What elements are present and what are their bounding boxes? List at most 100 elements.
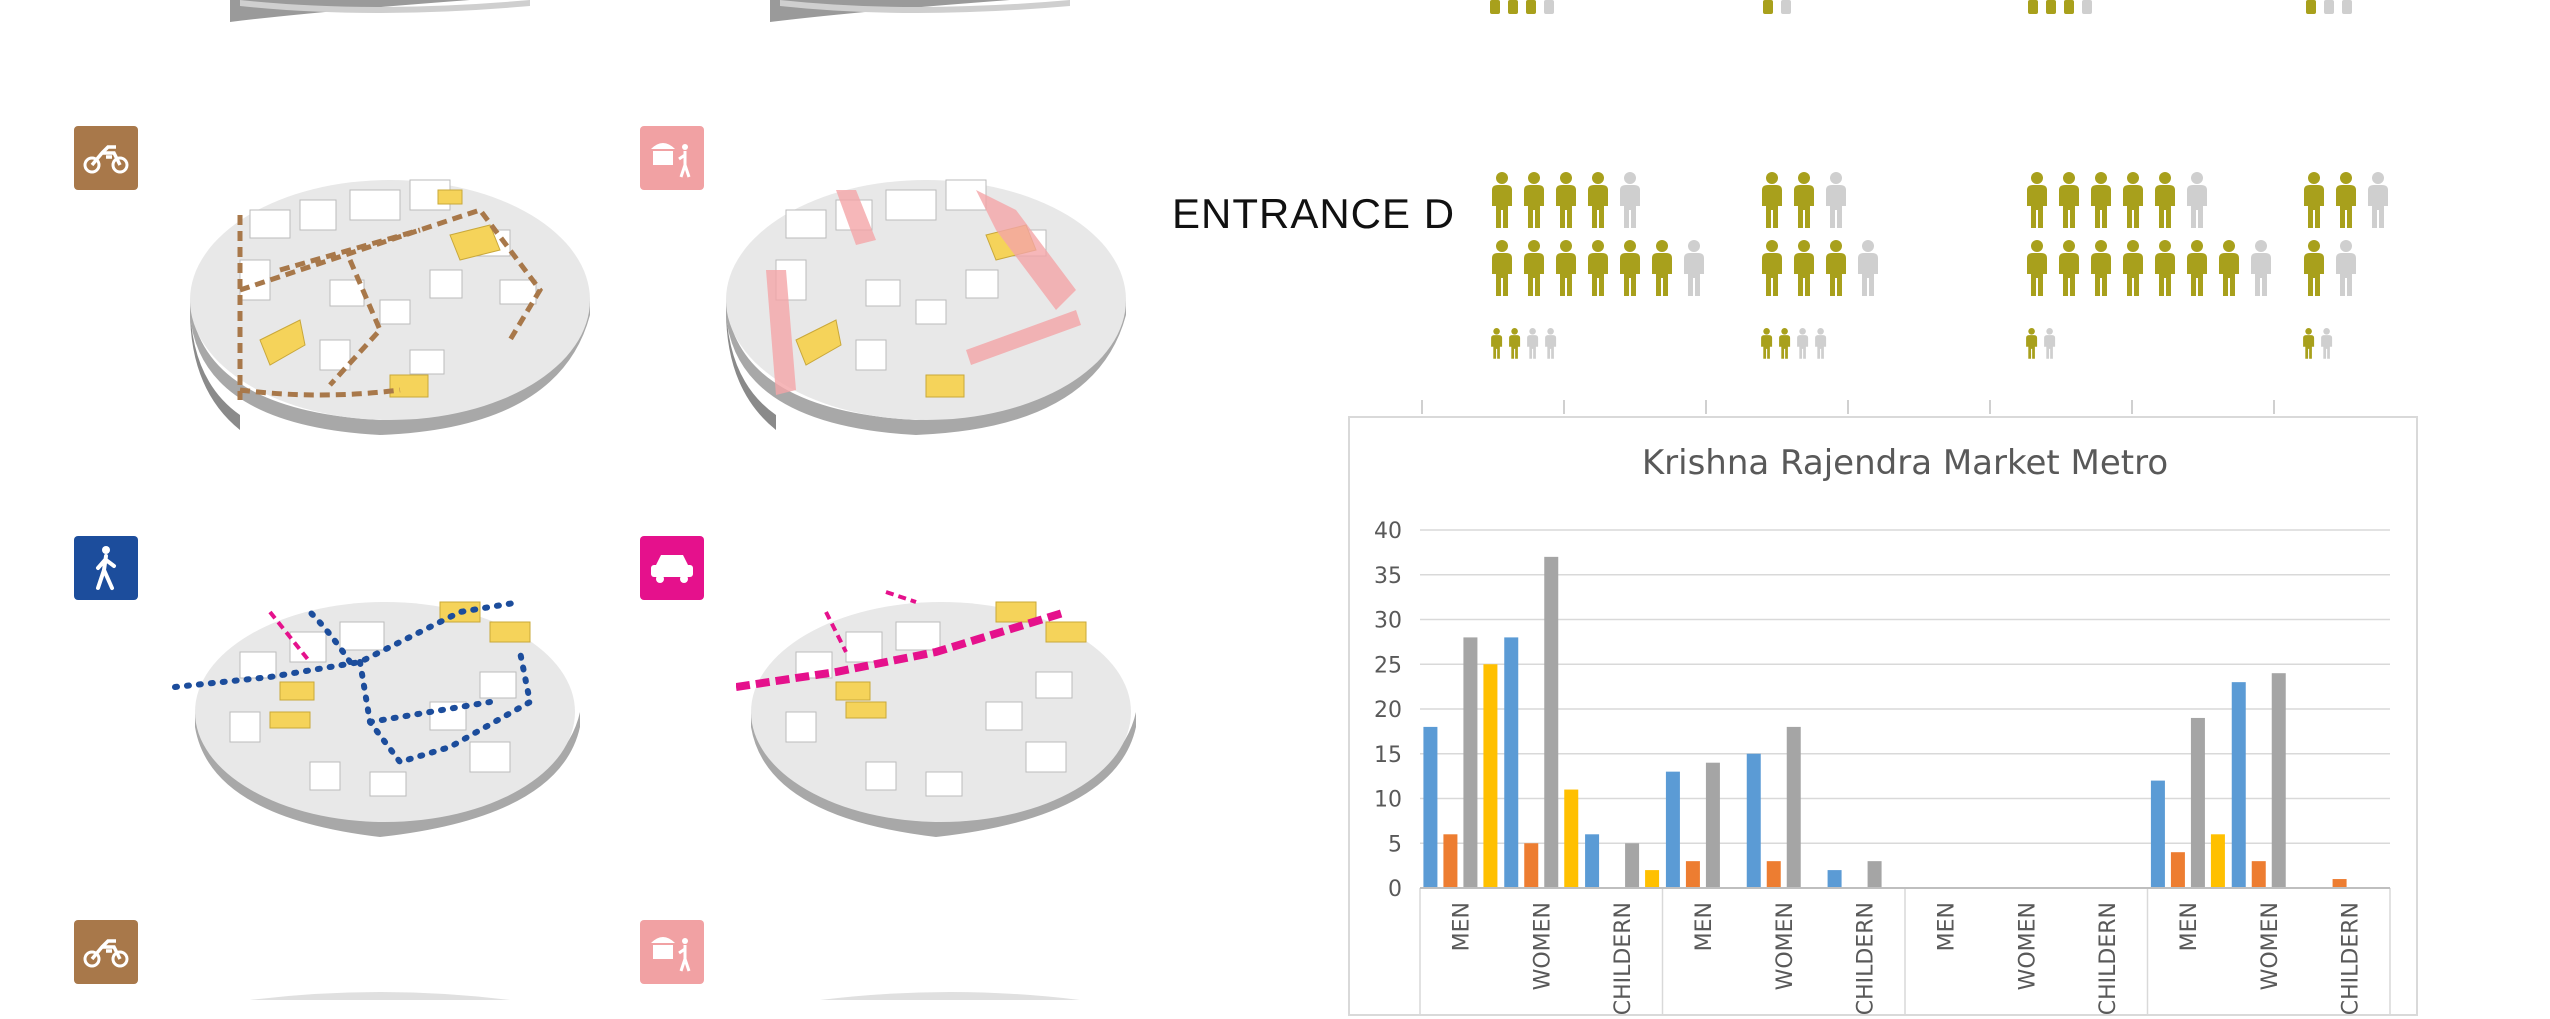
bar	[1685, 861, 1700, 888]
bar	[1504, 637, 1519, 888]
person-icon	[1620, 240, 1640, 296]
street-vendor-icon	[640, 920, 704, 984]
bar	[1645, 870, 1660, 888]
person-icon	[2155, 240, 2175, 296]
bar-chart: Krishna Rajendra Market Metro 0 5 10 15 20 25 3…	[1374, 443, 2391, 1015]
person-icon	[1556, 172, 1576, 228]
bar	[1585, 834, 1600, 888]
person-icon	[1794, 240, 1814, 296]
bar	[1746, 753, 1761, 888]
motorbike-icon	[74, 920, 138, 984]
person-icon	[2303, 328, 2315, 359]
map-car-routes	[736, 590, 1136, 837]
person-icon	[1858, 240, 1878, 296]
x-tick-label: CHILDERN	[1611, 902, 1636, 1014]
map-street-vendors	[726, 179, 1126, 435]
person-icon	[1556, 240, 1576, 296]
person-icon	[2187, 240, 2207, 296]
pedestrian-icon	[74, 536, 138, 600]
person-icon	[1545, 328, 1557, 359]
person-icon	[1524, 172, 1544, 228]
person-icon	[1652, 240, 1672, 296]
person-icon	[1492, 240, 1512, 296]
bar	[1705, 762, 1720, 888]
person-icon	[2091, 172, 2111, 228]
person-icon	[2059, 172, 2079, 228]
x-tick-label: MEN	[1692, 902, 1717, 951]
person-icon	[2304, 240, 2324, 296]
map-motorbike-routes	[190, 179, 590, 435]
top-tick-strip	[1421, 400, 2275, 414]
bar	[1786, 726, 1801, 888]
bar	[1423, 726, 1438, 888]
y-tick-label: 25	[1374, 653, 1402, 678]
person-icon	[1761, 328, 1773, 359]
bar	[1766, 861, 1781, 888]
person-icon	[1588, 240, 1608, 296]
person-icon	[1815, 328, 1827, 359]
bar	[1867, 861, 1882, 888]
y-tick-label: 15	[1374, 743, 1402, 768]
x-tick-label: WOMEN	[2258, 902, 2283, 990]
motorbike-icon	[74, 126, 138, 190]
person-icon	[1491, 328, 1503, 359]
y-tick-label: 20	[1374, 698, 1402, 723]
people-groups	[1491, 172, 2388, 359]
x-tick-label: MEN	[1449, 902, 1474, 951]
bar	[1463, 637, 1478, 888]
person-icon	[1826, 172, 1846, 228]
person-icon	[2091, 240, 2111, 296]
y-tick-label: 30	[1374, 609, 1402, 634]
map-pedestrian-paths	[172, 599, 580, 837]
person-icon	[2187, 172, 2207, 228]
y-tick-label: 35	[1374, 564, 1402, 589]
person-icon	[1794, 172, 1814, 228]
person-icon	[2026, 328, 2038, 359]
x-tick-label: CHILDERN	[2096, 902, 2121, 1014]
person-icon	[2044, 328, 2056, 359]
person-icon	[2059, 240, 2079, 296]
x-tick-label: CHILDERN	[2339, 902, 2364, 1014]
person-icon	[1509, 328, 1521, 359]
y-tick-label: 10	[1374, 788, 1402, 813]
bar	[2210, 834, 2225, 888]
person-icon	[1779, 328, 1791, 359]
person-icon	[2336, 172, 2356, 228]
bar	[1443, 834, 1458, 888]
y-tick-label: 0	[1388, 877, 1402, 902]
person-icon	[1588, 172, 1608, 228]
bar	[2150, 780, 2165, 888]
car-icon	[640, 536, 704, 600]
map-partial-top-right	[770, 0, 1070, 22]
person-icon	[1762, 172, 1782, 228]
person-icon	[1527, 328, 1539, 359]
person-icon	[2219, 240, 2239, 296]
person-icon	[2251, 240, 2271, 296]
person-icon	[2155, 172, 2175, 228]
x-tick-label: CHILDERN	[1854, 902, 1879, 1014]
street-vendor-icon	[640, 126, 704, 190]
person-icon	[1762, 240, 1782, 296]
x-tick-label: WOMEN	[1773, 902, 1798, 990]
bar	[2231, 682, 2246, 888]
bar	[2251, 861, 2266, 888]
person-icon	[2368, 172, 2388, 228]
map-partial-top-left	[230, 0, 530, 22]
bar	[1665, 771, 1680, 888]
person-icon	[1826, 240, 1846, 296]
person-icon	[1492, 172, 1512, 228]
person-icon	[2027, 172, 2047, 228]
entrance-label: ENTRANCE D	[1172, 190, 1456, 237]
y-tick-label: 5	[1388, 832, 1402, 857]
person-icon	[1620, 172, 1640, 228]
bar	[1625, 843, 1640, 888]
bar	[2170, 852, 2185, 888]
person-icon	[2304, 172, 2324, 228]
person-icon	[1797, 328, 1809, 359]
x-tick-label: MEN	[2177, 902, 2202, 951]
person-icon	[1684, 240, 1704, 296]
y-tick-label: 40	[1374, 519, 1402, 544]
chart-title: Krishna Rajendra Market Metro	[1642, 443, 2168, 483]
person-icon	[2027, 240, 2047, 296]
person-icon	[1524, 240, 1544, 296]
